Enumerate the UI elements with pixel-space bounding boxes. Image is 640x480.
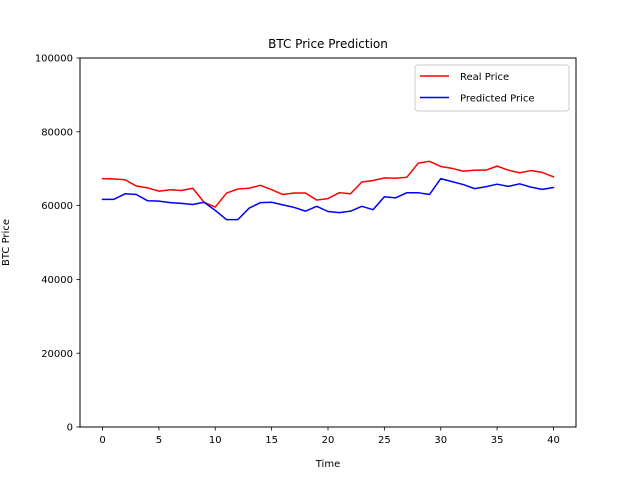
x-axis-label: Time <box>315 459 340 470</box>
y-tick-label: 80000 <box>41 127 73 138</box>
x-tick-label: 0 <box>99 435 105 446</box>
x-tick-label: 25 <box>378 435 391 446</box>
x-tick-label: 10 <box>209 435 222 446</box>
legend: Real Price Predicted Price <box>414 64 570 112</box>
series-line-1 <box>101 177 555 221</box>
y-tick-label: 60000 <box>41 201 73 212</box>
plot-lines <box>101 160 555 221</box>
x-tick-label: 15 <box>265 435 278 446</box>
legend-box <box>414 64 570 112</box>
legend-label-0: Real Price <box>460 72 509 83</box>
chart-title: BTC Price Prediction <box>268 37 388 51</box>
x-tick-label: 35 <box>491 435 504 446</box>
x-axis: 0 5 10 15 20 25 30 35 40 <box>99 427 560 446</box>
y-axis-label: BTC Price <box>1 219 12 266</box>
y-axis: 0 20000 40000 60000 80000 100000 <box>35 54 80 434</box>
y-tick-label: 20000 <box>41 349 73 360</box>
x-tick-label: 30 <box>434 435 447 446</box>
x-tick-label: 40 <box>547 435 560 446</box>
y-tick-label: 0 <box>67 423 73 434</box>
x-tick-label: 5 <box>156 435 162 446</box>
x-tick-label: 20 <box>322 435 335 446</box>
y-tick-label: 40000 <box>41 275 73 286</box>
legend-label-1: Predicted Price <box>460 94 535 105</box>
series-line-0 <box>101 160 555 208</box>
y-tick-label: 100000 <box>35 54 73 65</box>
